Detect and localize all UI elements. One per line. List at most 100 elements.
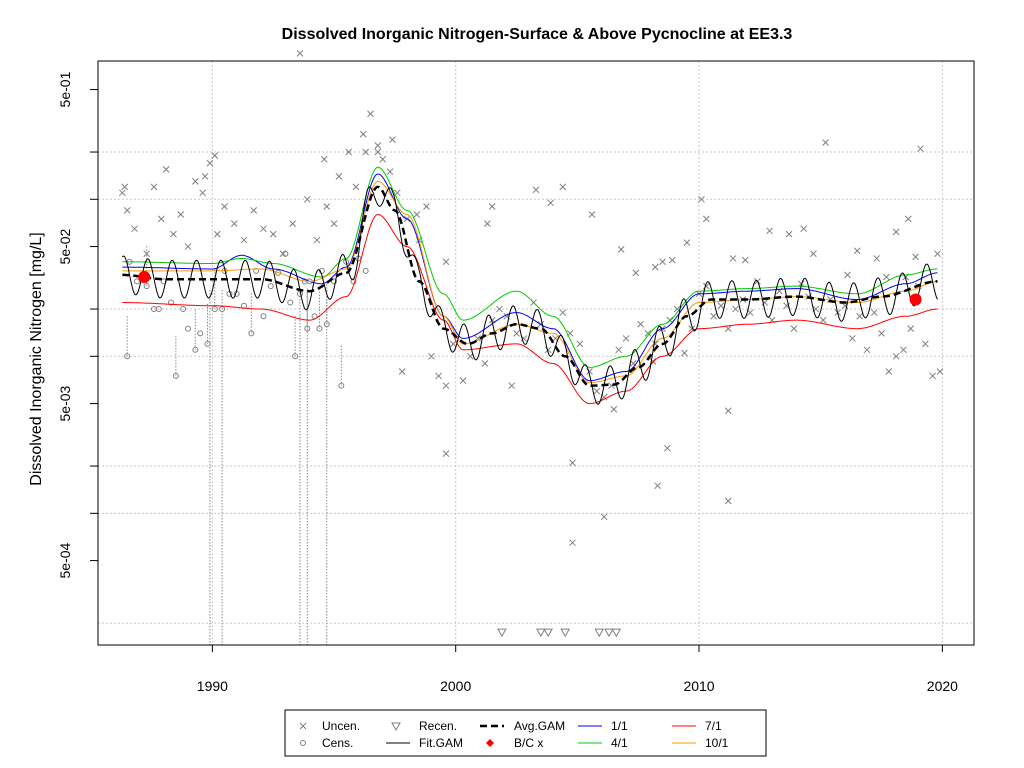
uncensored-point xyxy=(724,325,732,333)
uncensored-point xyxy=(213,230,221,238)
uncensored-point xyxy=(729,255,737,262)
seasonal-line-10-1 xyxy=(122,180,938,384)
y-tick-label: 5e-04 xyxy=(57,542,73,578)
uncensored-point xyxy=(413,211,421,218)
legend: Uncen. Cens. Recen. Fit.GAM Avg.GAM B/C x 1/1 4… xyxy=(284,709,767,757)
uncensored-point-stroke xyxy=(240,236,248,244)
uncensored-point xyxy=(892,352,900,360)
fit-gam-line xyxy=(121,186,938,405)
uncensored-point xyxy=(513,330,520,337)
uncensored-point-stroke xyxy=(389,136,396,143)
uncensored-point-stroke xyxy=(323,203,331,210)
legend-item-10-1: 10/1 xyxy=(672,736,729,750)
uncensored-point xyxy=(654,482,662,490)
bc-points xyxy=(138,270,922,306)
legend-label: 10/1 xyxy=(705,736,729,750)
uncensored-point xyxy=(323,203,331,210)
uncensored-point xyxy=(668,256,676,264)
uncensored-point-stroke xyxy=(177,211,185,218)
uncensored-point xyxy=(121,183,129,191)
uncensored-point xyxy=(878,330,885,337)
recensored-point xyxy=(611,628,622,638)
uncensored-point xyxy=(559,309,567,316)
uncensored-point-stroke xyxy=(683,239,691,246)
uncensored-point-stroke xyxy=(162,166,170,173)
uncensored-point xyxy=(289,220,297,227)
uncensored-point-stroke xyxy=(435,372,443,380)
uncensored-point xyxy=(586,368,593,375)
uncensored-point-stroke xyxy=(917,145,924,153)
uncensored-point xyxy=(600,513,608,521)
uncensored-point xyxy=(532,186,540,194)
uncensored-point-stroke xyxy=(892,228,900,236)
uncensored-point-stroke xyxy=(724,407,732,415)
uncensored-point xyxy=(936,368,944,375)
grid-lines xyxy=(98,61,974,645)
uncensored-point xyxy=(118,189,126,197)
uncensored-point-stroke xyxy=(466,352,474,360)
censored-point xyxy=(260,313,267,320)
uncensored-point xyxy=(610,405,618,413)
uncensored-point xyxy=(559,183,567,191)
uncensored-point-stroke xyxy=(883,273,890,281)
censored-point xyxy=(185,325,192,332)
legend-label: B/C x xyxy=(514,736,543,750)
uncensored-point xyxy=(488,203,496,210)
uncensored-point xyxy=(428,352,435,360)
legend-item-fit-gam: Fit.GAM xyxy=(386,736,463,750)
uncensored-point xyxy=(379,155,387,163)
legend-item-1-1: 1/1 xyxy=(578,719,628,733)
uncensored-point-stroke xyxy=(668,256,676,264)
uncensored-point-stroke xyxy=(681,349,688,357)
uncensored-point-stroke xyxy=(221,203,228,210)
recensored-point xyxy=(594,628,605,638)
uncensored-point xyxy=(766,227,773,235)
legend-box xyxy=(284,709,767,757)
uncensored-point-stroke xyxy=(892,352,900,360)
uncensored-point-stroke xyxy=(659,258,666,266)
uncensored-point-stroke xyxy=(213,230,221,238)
bc-point xyxy=(138,270,151,283)
recensored-point xyxy=(536,628,546,638)
uncensored-point-stroke xyxy=(710,312,717,320)
y-tick-label: 5e-02 xyxy=(57,228,73,264)
uncensored-point xyxy=(912,253,919,261)
uncensored-point-stroke xyxy=(559,183,567,191)
uncensored-point-stroke xyxy=(664,444,671,452)
legend-label: Recen. xyxy=(419,719,457,733)
uncensored-point-stroke xyxy=(873,255,881,262)
uncensored-point-stroke xyxy=(157,215,165,223)
uncensored-point-stroke xyxy=(170,230,177,238)
uncensored-point xyxy=(904,215,912,223)
uncensored-point xyxy=(449,340,457,348)
uncensored-point xyxy=(907,325,915,333)
legend-item-4-1: 4/1 xyxy=(578,736,628,750)
uncensored-point-stroke xyxy=(929,372,936,380)
uncensored-point-stroke xyxy=(386,168,394,176)
censored-point xyxy=(124,353,131,360)
uncensored-point xyxy=(150,183,158,191)
uncensored-point xyxy=(359,130,367,138)
uncensored-point xyxy=(162,166,170,173)
uncensored-point xyxy=(389,136,396,143)
uncensored-point xyxy=(651,263,659,271)
uncensored-point-stroke xyxy=(576,340,584,348)
uncensored-point-stroke xyxy=(698,195,705,203)
uncensored-point-stroke xyxy=(569,539,576,547)
uncensored-point-stroke xyxy=(428,352,435,360)
uncensored-point-stroke xyxy=(844,271,851,279)
uncensored-point-stroke xyxy=(296,50,304,57)
uncensored-point xyxy=(863,346,871,354)
uncensored-point xyxy=(810,250,817,258)
uncensored-point xyxy=(345,148,352,156)
uncensored-point-stroke xyxy=(413,211,421,218)
uncensored-point-stroke xyxy=(907,325,915,333)
censored-point xyxy=(316,325,323,332)
uncensored-point xyxy=(622,335,630,342)
legend-item-uncen-: Uncen. xyxy=(299,719,360,733)
uncensored-point xyxy=(544,346,552,354)
uncensored-point-stroke xyxy=(785,230,793,238)
uncensored-point xyxy=(466,352,474,360)
uncensored-point xyxy=(143,250,151,258)
uncensored-point-stroke xyxy=(398,368,406,375)
